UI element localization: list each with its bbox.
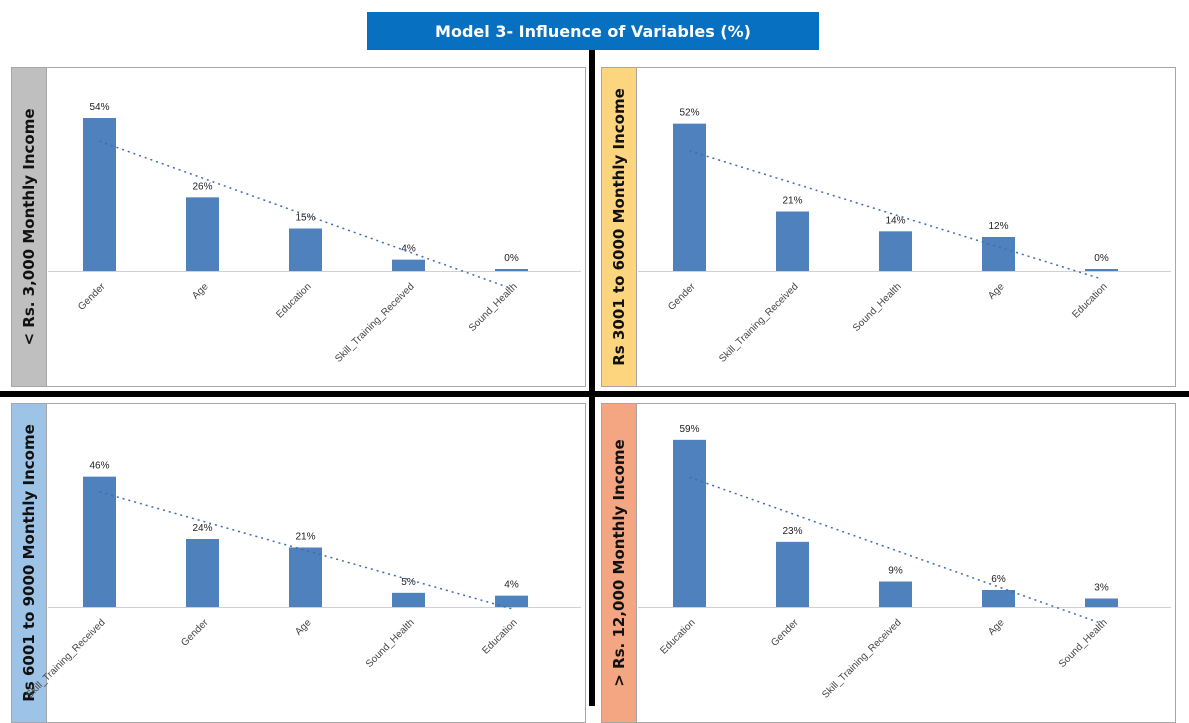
data-label: 4% — [401, 244, 416, 255]
bar — [83, 476, 116, 607]
bar — [879, 231, 912, 271]
bar-chart: > Rs. 12,000 Monthly Income59%Education2… — [601, 403, 1176, 723]
bar — [392, 259, 425, 271]
data-label: 4% — [504, 580, 519, 591]
bar — [495, 595, 528, 607]
bar — [186, 539, 219, 607]
data-label: 12% — [988, 221, 1008, 232]
bar-chart: Rs 3001 to 6000 Monthly Income 52%Gender2… — [601, 67, 1176, 387]
bar — [673, 123, 706, 271]
bar — [1085, 269, 1118, 271]
data-label: 3% — [1094, 583, 1109, 594]
bar — [289, 547, 322, 607]
side-label-band — [601, 403, 637, 723]
chart-panel-2: Rs 3001 to 6000 Monthly Income 52% Gender 2… — [601, 67, 1176, 387]
data-label: 52% — [679, 108, 699, 119]
chart-panel-4: > Rs. 12,000 Monthly Income 59% Education 2… — [601, 403, 1176, 723]
chart-panel-3: Rs 6001 to 9000 Monthly Income 46% Skill_T… — [11, 403, 586, 723]
side-label-band — [11, 403, 47, 723]
data-label: 21% — [295, 532, 315, 543]
bar — [495, 269, 528, 271]
bar — [879, 581, 912, 607]
data-label: 59% — [679, 424, 699, 435]
bar — [289, 228, 322, 271]
chart-panel-1: < Rs. 3,000 Monthly Income 54% Gender 26% Ag… — [11, 67, 586, 387]
bar — [83, 118, 116, 271]
data-label: 14% — [885, 215, 905, 226]
side-label: Rs 6001 to 9000 Monthly Income — [20, 424, 38, 702]
bar-chart: Rs 6001 to 9000 Monthly Income 46%Skill_T… — [11, 403, 586, 723]
data-label: 24% — [192, 523, 212, 534]
data-label: 54% — [89, 102, 109, 113]
data-label: 26% — [192, 181, 212, 192]
data-label: 15% — [295, 213, 315, 224]
bar — [1085, 598, 1118, 607]
side-label: > Rs. 12,000 Monthly Income — [610, 439, 628, 686]
trendline — [99, 140, 512, 290]
bar-chart: < Rs. 3,000 Monthly Income54%Gender26%Ag… — [11, 67, 586, 387]
data-label: 46% — [89, 461, 109, 472]
horizontal-divider — [0, 391, 1189, 397]
data-label: 6% — [991, 574, 1006, 585]
trendline — [689, 476, 1102, 625]
side-label: Rs 3001 to 6000 Monthly Income — [610, 88, 628, 366]
main-title: Model 3- Influence of Variables (%) — [367, 12, 819, 50]
data-label: 9% — [888, 566, 903, 577]
bar — [673, 439, 706, 607]
side-label: < Rs. 3,000 Monthly Income — [20, 108, 38, 345]
data-label: 0% — [504, 253, 519, 264]
bar — [776, 541, 809, 607]
bar — [392, 592, 425, 607]
bar — [776, 211, 809, 271]
data-label: 21% — [782, 196, 802, 207]
bar — [982, 237, 1015, 271]
data-label: 5% — [401, 577, 416, 588]
data-label: 23% — [782, 526, 802, 537]
vertical-divider — [589, 50, 595, 706]
data-label: 0% — [1094, 253, 1109, 264]
bar — [982, 590, 1015, 607]
bar — [186, 197, 219, 271]
side-label-band — [11, 67, 47, 387]
side-label-band — [601, 67, 637, 387]
